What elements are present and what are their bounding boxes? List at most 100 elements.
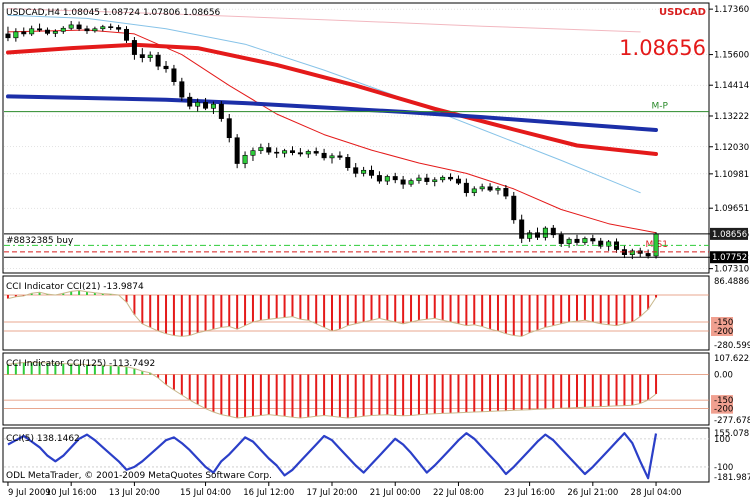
candle-body [345, 157, 351, 168]
pivot-label: M-P [652, 102, 669, 112]
time-label: 17 Jul 20:00 [307, 488, 358, 498]
candle-body [210, 103, 216, 109]
price-axis: 1.17360 1.15600 1.14414 1.13222 1.12030 1.109… [4, 5, 749, 275]
candle-body [76, 24, 82, 30]
candle-body [487, 186, 493, 191]
indicator-signal-line [7, 289, 657, 337]
candle-body [463, 182, 469, 194]
price-tick-label: 1.09651 [714, 204, 749, 214]
candle-body [305, 151, 311, 155]
indicator-axis-label: -181.987 [714, 473, 750, 483]
candle-body [408, 180, 414, 185]
candle-body [242, 154, 248, 164]
candle-body [234, 137, 240, 164]
price-tick-label: 1.13222 [714, 112, 749, 122]
cci21-panel: 86.4886 -150-200 -280.599 CCI Indicator CC… [2, 275, 750, 351]
moving-average-line [7, 14, 641, 194]
candle-body [124, 28, 130, 41]
indicator-axis-label: -277.678 [714, 416, 750, 426]
candle-body [376, 175, 382, 182]
price-panel-frame [2, 2, 710, 274]
cci21-plot: 86.4886 -150-200 -280.599 [4, 277, 750, 351]
candle-body [353, 167, 359, 174]
candle-body [369, 169, 375, 176]
candle-body [5, 33, 11, 39]
candle-body [218, 103, 224, 119]
cci5-panel-frame [2, 427, 710, 483]
candle-body [455, 178, 461, 184]
candle-body [432, 179, 438, 182]
candle-body [424, 177, 430, 182]
moving-average-line [6, 94, 658, 132]
candle-body [590, 238, 596, 242]
watermark: ODL MetaTrader, © 2001-2009 MetaQuotes S… [6, 471, 272, 481]
candle-body [250, 150, 256, 156]
candle-body [606, 241, 612, 247]
big-price: 1.08656 [619, 36, 706, 60]
candle-body [108, 26, 114, 28]
order-label: #8832385 buy [6, 236, 74, 246]
price-tick-label: 1.12030 [714, 143, 749, 153]
price-tag [710, 227, 748, 240]
time-label: 13 Jul 20:00 [109, 488, 160, 498]
candle-body [582, 238, 588, 243]
price-tag-label: 1.07752 [712, 253, 747, 263]
candle-body [440, 176, 446, 181]
candle-body [92, 28, 98, 32]
time-label: 21 Jul 00:00 [370, 488, 421, 498]
cci5-panel: 155.0781100-100-181.987 CCI(5) 138.1462 … [2, 427, 750, 483]
indicator-level-tag [711, 326, 733, 336]
candle-body [131, 40, 137, 55]
price-tag-label: 1.08656 [712, 230, 747, 240]
indicator-level-tag [711, 395, 733, 406]
candle-body [203, 102, 209, 109]
moving-average-line [7, 8, 641, 33]
candle-body [534, 232, 540, 238]
candle-body [60, 27, 66, 32]
candle-body [52, 31, 58, 34]
time-label: 22 Jul 08:00 [433, 488, 484, 498]
price-tick-label: 1.17360 [714, 5, 749, 15]
candle-body [187, 96, 193, 107]
candle-body [392, 176, 398, 181]
candle-body [558, 234, 564, 244]
time-label: 28 Jul 04:00 [631, 488, 682, 498]
candle-body [289, 150, 295, 154]
candle-body [400, 179, 406, 185]
candle-body [384, 176, 390, 182]
candle-body [645, 253, 651, 257]
candle-body [495, 188, 501, 191]
cci5-title: CCI(5) 138.1462 [6, 434, 80, 444]
candle-body [361, 169, 367, 174]
indicator-axis-label: -150 [714, 396, 733, 406]
candle-body [527, 232, 533, 239]
candle-body [598, 240, 604, 247]
time-label: 23 Jul 16:00 [504, 488, 555, 498]
cci5-line [7, 432, 658, 480]
candle-body [297, 152, 303, 155]
candle-body [147, 54, 153, 58]
candle-body [313, 151, 319, 154]
indicator-axis-label: -200 [714, 405, 733, 415]
candle-body [100, 26, 106, 30]
candle-body [195, 102, 201, 107]
candle-body [653, 233, 659, 257]
candle-body [29, 28, 35, 35]
time-label: 9 Jul 2009 [8, 488, 51, 498]
cci5-plot: 155.0781100 -100-181.987 [4, 429, 750, 483]
candle-body [171, 68, 177, 82]
candle-body [163, 65, 169, 70]
candle-body [329, 155, 335, 159]
candle-body [84, 28, 90, 32]
candle-body [321, 152, 327, 159]
candle-body [566, 238, 572, 244]
time-label: 10 Jul 16:00 [46, 488, 97, 498]
candle-body [448, 176, 454, 180]
time-label: 15 Jul 04:00 [180, 488, 231, 498]
moving-average-line [6, 42, 658, 156]
candle-body [274, 151, 280, 154]
candle-body [550, 227, 556, 236]
moving-averages [6, 8, 658, 234]
